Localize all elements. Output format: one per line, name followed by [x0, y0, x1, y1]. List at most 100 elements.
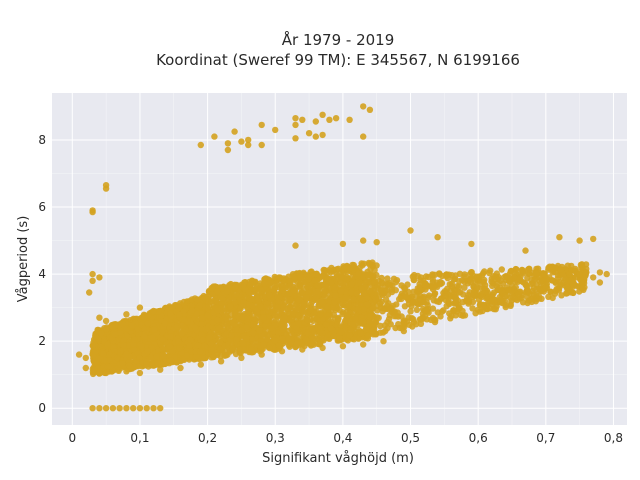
data-point — [178, 330, 185, 337]
data-point — [407, 308, 414, 315]
data-point — [194, 342, 201, 349]
data-point — [295, 296, 303, 304]
data-point — [104, 341, 111, 349]
data-point — [548, 277, 556, 284]
data-point — [332, 284, 340, 291]
data-point — [346, 116, 353, 124]
data-point — [443, 272, 450, 280]
data-point — [534, 265, 542, 272]
data-point — [180, 308, 187, 315]
data-point — [360, 103, 367, 110]
data-point — [167, 310, 174, 318]
data-point — [258, 121, 265, 129]
data-point — [355, 270, 362, 278]
data-point — [231, 299, 239, 306]
data-point — [120, 337, 128, 344]
data-point — [307, 304, 314, 312]
data-point — [199, 336, 207, 343]
data-point — [237, 305, 244, 312]
data-point — [541, 271, 548, 278]
data-point — [104, 363, 112, 370]
x-tick-label: 0,4 — [333, 431, 352, 445]
data-point — [134, 326, 142, 333]
data-point — [448, 283, 456, 290]
data-point — [422, 282, 429, 289]
data-point — [441, 288, 449, 295]
data-point — [466, 271, 473, 278]
data-point — [158, 329, 166, 336]
data-point — [287, 304, 294, 311]
data-point — [508, 283, 516, 290]
data-point — [272, 126, 279, 134]
data-point — [407, 294, 415, 301]
data-point — [286, 296, 293, 303]
data-point — [474, 284, 481, 291]
data-point — [497, 296, 505, 303]
data-point — [143, 405, 150, 412]
data-point — [382, 296, 390, 303]
data-point — [288, 316, 296, 323]
data-point — [596, 279, 604, 286]
data-point — [344, 312, 351, 319]
data-point — [488, 297, 495, 305]
data-point — [363, 301, 371, 308]
data-point — [234, 326, 241, 333]
data-point — [400, 319, 407, 326]
data-point — [175, 338, 182, 346]
data-point — [293, 306, 300, 313]
data-point — [411, 271, 418, 279]
data-point — [301, 308, 308, 315]
data-point — [343, 273, 350, 281]
data-point — [429, 271, 436, 278]
data-point — [556, 284, 563, 291]
data-point — [120, 341, 127, 349]
data-point — [258, 141, 265, 149]
data-point — [324, 275, 331, 282]
data-point — [401, 303, 409, 310]
data-point — [516, 275, 523, 283]
data-point — [95, 355, 102, 363]
data-point — [279, 335, 286, 343]
data-point — [532, 270, 540, 277]
data-point — [525, 297, 532, 304]
data-point — [400, 327, 407, 335]
data-point — [233, 336, 240, 344]
data-point — [331, 299, 338, 306]
data-point — [549, 294, 556, 302]
data-point — [314, 282, 321, 289]
data-point — [269, 286, 276, 293]
data-point — [312, 133, 319, 140]
data-point — [274, 298, 282, 305]
data-point — [96, 274, 103, 281]
data-point — [123, 311, 130, 318]
data-point — [357, 329, 364, 337]
data-point — [355, 305, 362, 313]
data-point — [361, 290, 368, 297]
data-point — [227, 303, 234, 310]
data-point — [268, 325, 275, 332]
data-point — [474, 290, 481, 297]
data-point — [455, 283, 463, 290]
data-point — [231, 284, 239, 291]
data-point — [400, 284, 408, 291]
x-tick-label: 0,3 — [266, 431, 285, 445]
data-point — [292, 115, 299, 122]
data-point — [557, 266, 565, 273]
data-point — [350, 295, 357, 303]
data-point — [547, 288, 554, 296]
data-point — [109, 324, 117, 331]
data-point — [359, 318, 367, 325]
data-point — [274, 303, 281, 310]
data-point — [380, 338, 387, 345]
data-point — [347, 326, 354, 333]
data-point — [436, 271, 443, 278]
data-point — [292, 135, 299, 142]
data-point — [209, 291, 216, 298]
data-point — [388, 288, 396, 296]
data-point — [281, 314, 288, 322]
data-point — [245, 141, 252, 149]
data-point — [430, 283, 437, 291]
data-point — [240, 282, 247, 289]
data-point — [330, 332, 338, 339]
data-point — [229, 345, 236, 352]
